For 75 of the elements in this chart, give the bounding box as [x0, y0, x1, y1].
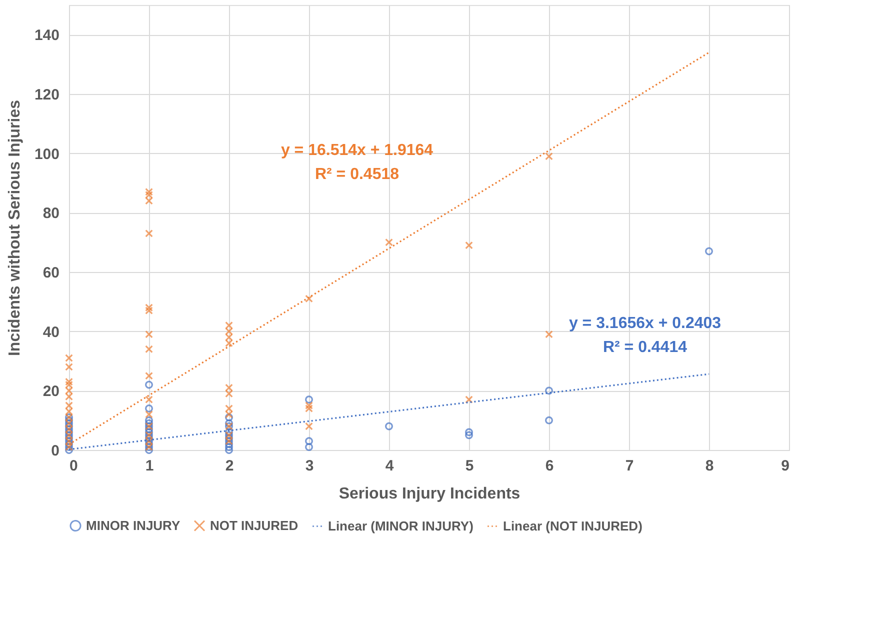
point — [145, 446, 153, 454]
annotation: y = 3.1656x + 0.2403 — [568, 315, 722, 332]
y-tick-label: 140 — [34, 27, 60, 44]
point — [145, 410, 153, 418]
point — [65, 440, 73, 448]
point — [145, 345, 153, 354]
point — [225, 428, 233, 436]
point — [225, 446, 233, 454]
y-tick-label: 100 — [34, 146, 60, 163]
annotation: R² = 0.4518 — [314, 166, 400, 183]
point — [145, 434, 153, 442]
point — [145, 425, 153, 434]
point — [145, 229, 153, 238]
point — [305, 404, 313, 412]
point — [545, 386, 553, 395]
point — [145, 419, 153, 428]
x-tick-label: 9 — [781, 458, 790, 474]
point — [225, 419, 233, 428]
x-tick-label: 3 — [305, 458, 314, 474]
x-axis-title: Serious Injury Incidents — [338, 486, 520, 502]
x-tick-label: 8 — [705, 458, 714, 474]
point — [385, 422, 393, 430]
point — [145, 304, 153, 312]
x-tick-label: 5 — [465, 458, 474, 474]
point — [145, 416, 153, 424]
point — [465, 396, 473, 404]
y-tick-label: 80 — [42, 205, 60, 222]
legend-label: MINOR INJURY — [86, 518, 180, 533]
point — [465, 431, 473, 440]
x-tick-label: 4 — [385, 458, 394, 474]
point — [545, 152, 553, 160]
point — [225, 440, 233, 448]
point — [145, 440, 153, 448]
point — [145, 306, 153, 315]
legend-label: Linear (MINOR INJURY) — [328, 518, 474, 534]
point — [65, 434, 73, 442]
point — [305, 294, 313, 303]
point — [305, 422, 313, 430]
point — [145, 428, 153, 436]
point — [65, 416, 73, 424]
point — [225, 443, 233, 451]
point — [385, 238, 393, 246]
point — [145, 372, 153, 380]
y-tick-label: 20 — [42, 383, 60, 400]
point — [225, 413, 233, 422]
point — [545, 330, 553, 338]
point — [305, 396, 313, 404]
x-tick-label: 1 — [145, 458, 154, 474]
point — [145, 380, 153, 389]
point — [465, 428, 473, 436]
x-tick-label: 0 — [70, 458, 78, 474]
legend-label: NOT INJURED — [210, 518, 298, 533]
annotation: R² = 0.4414 — [602, 339, 688, 356]
point — [305, 402, 313, 410]
y-tick-label: 0 — [51, 442, 60, 460]
point — [65, 422, 73, 430]
point — [145, 404, 153, 412]
point — [145, 330, 153, 338]
legend-label: Linear (NOT INJURED) — [503, 518, 642, 534]
point — [545, 416, 553, 424]
point — [225, 434, 233, 442]
annotation: y = 16.514x + 1.9164 — [280, 142, 434, 159]
point — [465, 241, 473, 250]
point — [65, 428, 73, 436]
y-axis-title: Incidents without Serious Injuries — [6, 100, 24, 356]
y-tick-label: 120 — [34, 86, 60, 104]
x-tick-label: 7 — [625, 458, 634, 474]
point — [145, 396, 153, 404]
y-tick-label: 40 — [42, 324, 60, 341]
point — [305, 437, 313, 446]
point — [305, 443, 313, 451]
y-tick-label: 60 — [42, 264, 60, 282]
x-tick-label: 6 — [545, 458, 554, 474]
x-tick-label: 2 — [225, 458, 234, 474]
point — [705, 247, 713, 256]
